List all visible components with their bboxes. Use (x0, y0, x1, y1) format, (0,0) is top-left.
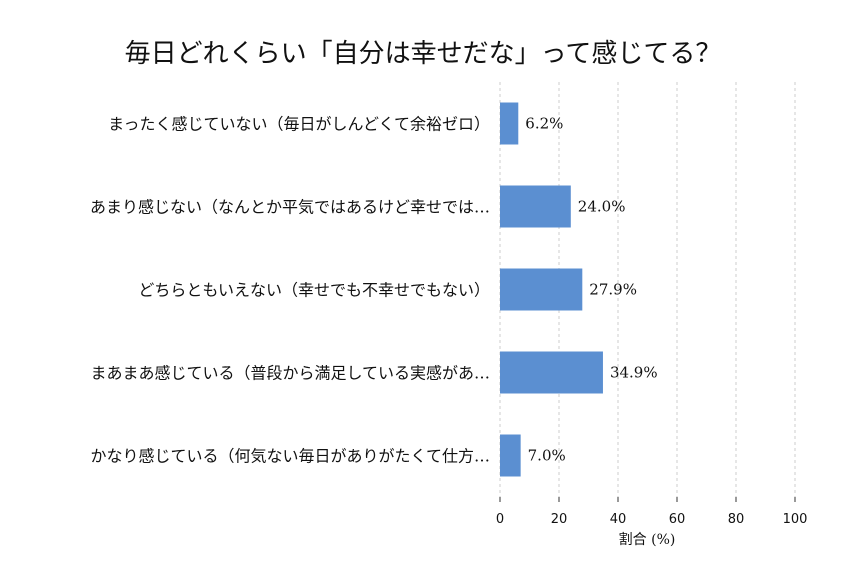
x-tick-label-4: 80 (728, 512, 745, 527)
x-tick-label-0: 0 (496, 512, 504, 527)
chart-title: 毎日どれくらい「自分は幸せだな」って感じてる？ (125, 39, 722, 69)
x-tick-label-5: 100 (783, 512, 808, 527)
x-tick-label-3: 60 (669, 512, 686, 527)
category-label-3: まあまあ感じている（普段から満足している実感があ… (90, 364, 490, 383)
x-tick-label-2: 40 (610, 512, 627, 527)
category-label-1: あまり感じない（なんとか平気ではあるけど幸せでは… (90, 198, 490, 217)
category-label-2: どちらともいえない（幸せでも不幸せでもない） (138, 281, 490, 300)
category-label-4: かなり感じている（何気ない毎日がありがたくて仕方… (90, 447, 490, 466)
category-labels: まったく感じていない（毎日がしんどくて余裕ゼロ） あまり感じない（なんとか平気では… (90, 115, 490, 466)
x-axis-ticks: 0 20 40 60 80 100 (496, 497, 808, 527)
value-labels: 6.2% 24.0% 27.9% 34.9% 7.0% (525, 115, 657, 465)
bar-2 (500, 268, 583, 311)
value-label-2: 27.9% (589, 281, 637, 299)
x-tick-label-1: 20 (551, 512, 568, 527)
bar-0 (500, 102, 519, 145)
value-label-0: 6.2% (525, 115, 563, 133)
bars (500, 102, 603, 477)
value-label-1: 24.0% (578, 198, 626, 216)
bar-3 (500, 351, 603, 394)
value-label-3: 34.9% (610, 364, 658, 382)
bar-4 (500, 434, 521, 477)
value-label-4: 7.0% (528, 447, 566, 465)
bar-1 (500, 185, 571, 228)
x-axis-label: 割合 (%) (619, 531, 676, 548)
category-label-0: まったく感じていない（毎日がしんどくて余裕ゼロ） (108, 115, 490, 134)
